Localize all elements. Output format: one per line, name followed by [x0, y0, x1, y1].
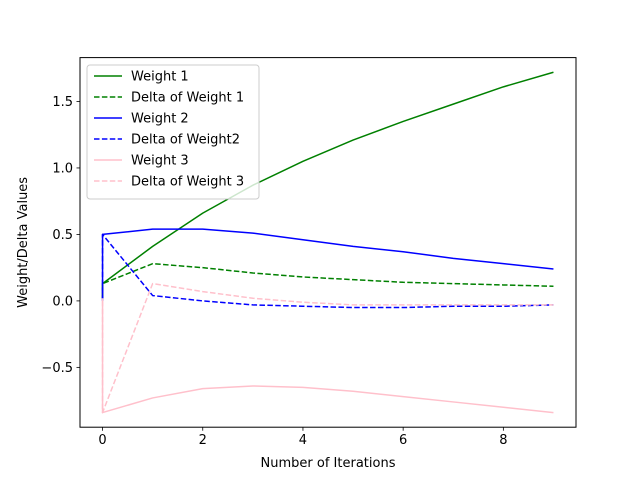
legend-label: Delta of Weight 1	[131, 91, 244, 106]
y-axis-label: Weight/Delta Values	[16, 177, 31, 308]
x-axis-label: Number of Iterations	[261, 456, 396, 471]
series-line-4	[101, 233, 554, 309]
x-axis: 0 2 4 6 8	[98, 427, 507, 448]
x-tick-label: 0	[98, 433, 106, 448]
y-tick-label: −0.5	[41, 361, 73, 376]
x-tick-label: 4	[299, 433, 307, 448]
plot-frame	[79, 57, 577, 428]
series-line-3	[101, 228, 554, 299]
legend: Weight 1 Delta of Weight 1 Weight 2 Delta o…	[86, 64, 260, 200]
y-tick-label: 1.0	[52, 161, 73, 176]
legend-label: Weight 1	[131, 70, 189, 85]
x-tick-label: 6	[399, 433, 407, 448]
series-line-1	[101, 71, 554, 299]
y-tick-label: 1.5	[52, 95, 73, 110]
legend-label: Delta of Weight2	[131, 133, 240, 148]
x-tick-label: 8	[499, 433, 507, 448]
legend-label: Weight 2	[131, 112, 189, 127]
y-axis: −0.5 0.0 0.5 1.0 1.5	[41, 95, 80, 376]
y-tick-label: 0.5	[52, 228, 73, 243]
x-tick-label: 2	[199, 433, 207, 448]
y-tick-label: 0.0	[52, 294, 73, 309]
legend-label: Weight 3	[131, 154, 189, 169]
plot-lines	[101, 71, 554, 414]
legend-label: Delta of Weight 3	[131, 175, 244, 190]
series-line-2	[101, 262, 554, 299]
series-line-5	[101, 298, 554, 414]
legend-box	[86, 64, 260, 200]
